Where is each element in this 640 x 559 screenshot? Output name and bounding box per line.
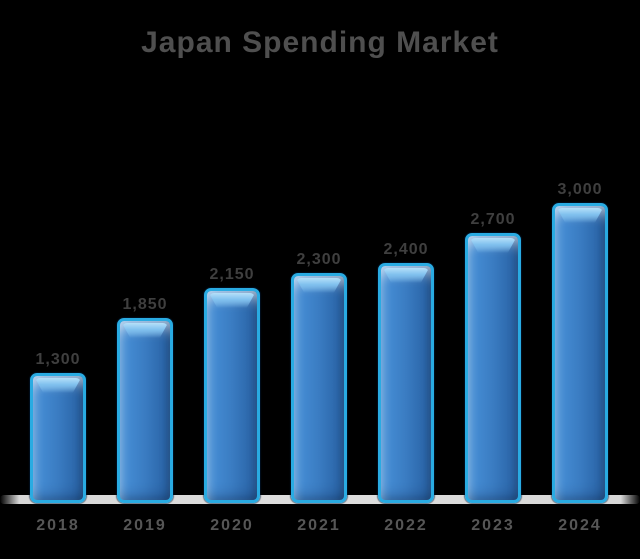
bar-group: 2,400 2022 xyxy=(378,0,434,559)
bar-group: 3,000 2024 xyxy=(552,0,608,559)
bar-group: 2,150 2020 xyxy=(204,0,260,559)
chart-title: Japan Spending Market xyxy=(141,26,499,59)
bar-value-label: 2,150 xyxy=(209,266,255,283)
bar xyxy=(117,318,173,503)
bar-value-label: 2,300 xyxy=(296,251,342,268)
bar-value-label: 3,000 xyxy=(557,181,603,198)
x-axis-label: 2019 xyxy=(123,517,167,534)
x-axis-label: 2020 xyxy=(210,517,254,534)
bar-value-label: 1,850 xyxy=(122,296,168,313)
x-axis-label: 2024 xyxy=(558,517,602,534)
bar-group: 2,300 2021 xyxy=(291,0,347,559)
x-axis-label: 2021 xyxy=(297,517,341,534)
bar-group: 1,850 2019 xyxy=(117,0,173,559)
bar-value-label: 2,700 xyxy=(470,211,516,228)
bar xyxy=(30,373,86,503)
x-axis-label: 2018 xyxy=(36,517,80,534)
bar xyxy=(378,263,434,503)
bar-group: 2,700 2023 xyxy=(465,0,521,559)
x-axis-label: 2023 xyxy=(471,517,515,534)
x-axis-label: 2022 xyxy=(384,517,428,534)
bar xyxy=(465,233,521,503)
bar-value-label: 1,300 xyxy=(35,351,81,368)
bar xyxy=(204,288,260,503)
bar-value-label: 2,400 xyxy=(383,241,429,258)
bar-group: 1,300 2018 xyxy=(30,0,86,559)
bar xyxy=(291,273,347,503)
bar xyxy=(552,203,608,503)
